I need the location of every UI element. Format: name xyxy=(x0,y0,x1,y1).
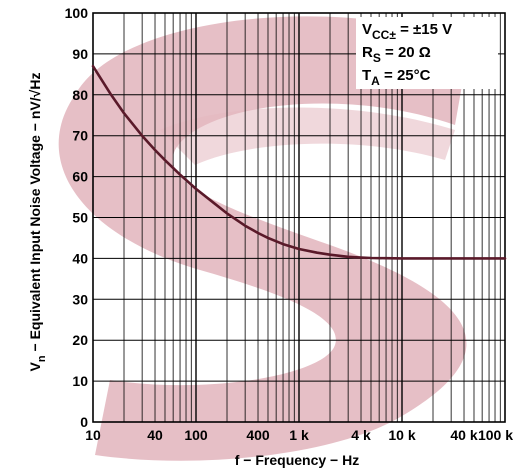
y-tick-label: 80 xyxy=(72,87,88,103)
x-tick-label: 1 k xyxy=(289,427,309,443)
y-axis-title: Vn − Equivalent Input Noise Voltage − nV… xyxy=(27,73,48,372)
x-axis-title: f − Frequency − Hz xyxy=(235,452,359,468)
y-axis-title-prefix: V xyxy=(27,361,43,371)
x-tick-label: 400 xyxy=(246,427,270,443)
noise-voltage-line xyxy=(91,64,507,260)
condition-symbol: T xyxy=(362,67,371,84)
series-layer xyxy=(91,64,507,260)
x-tick-label: 100 xyxy=(184,427,208,443)
condition-value: = 20 Ω xyxy=(381,44,431,61)
x-tick-label: 4 k xyxy=(351,427,371,443)
y-tick-label: 90 xyxy=(72,46,88,62)
x-tick-label: 10 k xyxy=(388,427,415,443)
watermark-s-shape xyxy=(58,16,470,461)
y-tick-label: 20 xyxy=(72,332,88,348)
condition-value: = ±15 V xyxy=(396,21,452,38)
condition-line: RS = 20 Ω xyxy=(362,44,431,65)
watermark-logo xyxy=(58,16,470,461)
y-tick-label: 30 xyxy=(72,291,88,307)
y-tick-label: 100 xyxy=(65,5,89,21)
y-tick-label: 70 xyxy=(72,128,88,144)
y-tick-labels: 0 10 20 30 40 50 60 70 80 90 100 xyxy=(65,5,89,430)
condition-symbol: V xyxy=(362,21,372,38)
y-tick-label: 0 xyxy=(80,414,88,430)
y-tick-label: 10 xyxy=(72,373,88,389)
y-tick-label: 40 xyxy=(72,250,88,266)
x-tick-label: 10 xyxy=(85,427,101,443)
x-tick-label: 40 xyxy=(147,427,163,443)
conditions-background xyxy=(356,17,498,89)
x-tick-label: 100 k xyxy=(478,427,513,443)
condition-value: = 25°C xyxy=(380,67,431,84)
plot-border xyxy=(92,12,506,423)
watermark-stroke xyxy=(160,107,455,165)
test-conditions: VCC± = ±15 VRS = 20 ΩTA = 25°C xyxy=(356,17,498,89)
condition-subscript: CC± xyxy=(372,28,396,42)
x-tick-labels: 10 40 100 400 1 k 4 k 10 k 40 k 100 k xyxy=(85,427,513,443)
condition-subscript: S xyxy=(373,51,381,65)
condition-subscript: A xyxy=(371,74,380,88)
y-tick-label: 50 xyxy=(72,210,88,226)
y-tick-label: 60 xyxy=(72,169,88,185)
condition-line: TA = 25°C xyxy=(362,67,431,88)
condition-line: VCC± = ±15 V xyxy=(362,21,452,42)
y-axis-title-text: − Equivalent Input Noise Voltage − nV/√H… xyxy=(27,73,43,356)
condition-symbol: R xyxy=(362,44,373,61)
plot-frame xyxy=(92,12,506,423)
y-axis-title-sub: n xyxy=(36,355,48,362)
x-tick-label: 40 k xyxy=(450,427,477,443)
